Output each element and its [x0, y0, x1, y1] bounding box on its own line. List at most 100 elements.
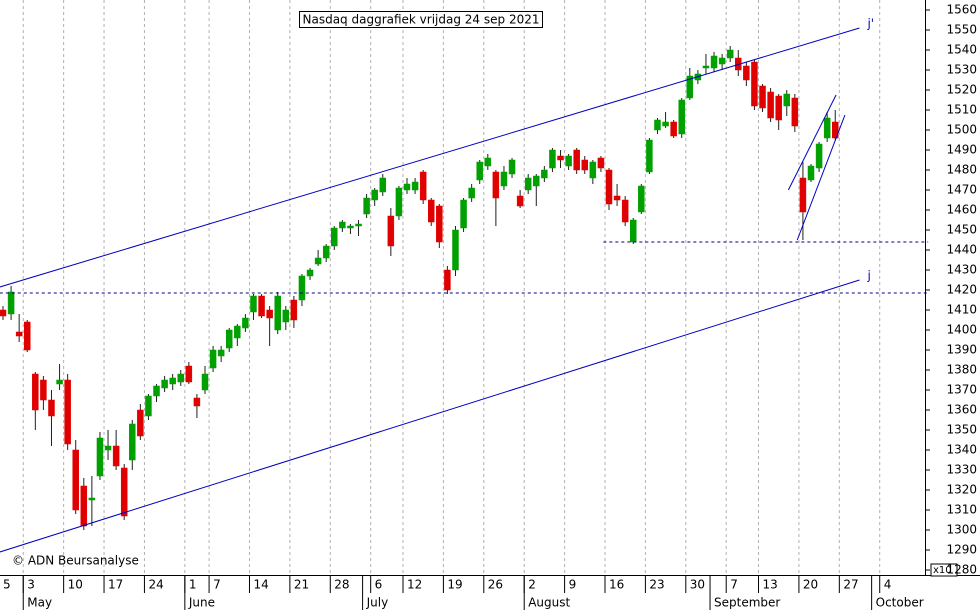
candle-body	[605, 169, 613, 205]
y-tick-label: 1290	[946, 543, 977, 557]
month-label: August	[528, 596, 570, 610]
trend-line-label: j'	[866, 17, 874, 31]
y-tick-label: 1320	[946, 483, 977, 497]
candle-body	[161, 379, 168, 389]
x-tick-label: 2	[528, 578, 536, 592]
candle-body	[217, 349, 225, 357]
candle-body	[702, 65, 710, 69]
candle-body	[40, 379, 47, 401]
candle-body	[7, 291, 15, 315]
candle-body	[638, 185, 645, 213]
x-tick-label: 17	[108, 578, 123, 592]
credit: © ADN Beursanalyse	[12, 554, 139, 568]
y-tick-label: 1370	[946, 383, 977, 397]
candle-body	[250, 295, 257, 313]
y-tick-label: 1530	[946, 63, 977, 77]
x-tick-label: 12	[407, 578, 422, 592]
candle-body	[225, 329, 233, 349]
candle-body	[783, 93, 791, 107]
candle-body	[137, 409, 144, 437]
candle-body	[298, 275, 306, 301]
candle-body	[484, 157, 492, 167]
candle-body	[670, 121, 677, 137]
candle-body	[436, 205, 443, 243]
month-label: October	[876, 596, 924, 610]
candle-body	[613, 195, 621, 201]
candle-body	[533, 175, 540, 187]
candle-body	[56, 379, 63, 385]
x-tick-label: 9	[569, 578, 577, 592]
candle-body	[306, 269, 314, 277]
candle-body	[379, 177, 387, 193]
candle-body	[452, 229, 459, 271]
y-tick-label: 1400	[946, 323, 977, 337]
candle-body	[290, 299, 298, 321]
x-tick-label: 30	[690, 578, 705, 592]
candle-body	[48, 399, 55, 417]
candle-body	[775, 95, 782, 121]
candle-body	[153, 385, 160, 397]
month-label: June	[188, 596, 215, 610]
x-tick-label: 20	[803, 578, 818, 592]
candle-body	[209, 349, 217, 369]
candle-body	[508, 159, 516, 175]
candle-body	[112, 445, 120, 467]
chart-title: Nasdaq daggrafiek vrijdag 24 sep 2021	[303, 13, 540, 27]
y-tick-label: 1460	[946, 203, 977, 217]
candle-body	[678, 99, 685, 135]
candle-body	[573, 149, 580, 171]
candle-body	[419, 171, 427, 201]
candle-body	[395, 187, 403, 217]
candle-body	[32, 373, 39, 411]
y-tick-label: 1410	[946, 303, 977, 317]
candle-body	[185, 365, 193, 383]
candle-body	[282, 309, 290, 323]
candle-body	[629, 219, 637, 243]
candle-body	[339, 221, 346, 229]
candle-body	[80, 485, 88, 527]
trend-line	[796, 114, 846, 241]
x-tick-label: 19	[447, 578, 462, 592]
y-tick-label: 1550	[946, 23, 977, 37]
candle-body	[331, 227, 338, 247]
trend-line	[787, 94, 837, 191]
candle-body	[88, 497, 96, 501]
candle-body	[96, 437, 104, 477]
month-label: July	[366, 596, 389, 610]
candle-body	[654, 119, 661, 131]
y-tick-label: 1520	[946, 83, 977, 97]
candle-body	[193, 397, 201, 407]
y-tick-label: 1490	[946, 143, 977, 157]
y-tick-label: 1380	[946, 363, 977, 377]
x-tick-label: 4	[884, 578, 892, 592]
x-tick-label: 14	[253, 578, 268, 592]
candle-body	[476, 161, 483, 181]
candle-body	[266, 309, 273, 319]
candle-body	[597, 157, 605, 169]
y-tick-label: 1540	[946, 43, 977, 57]
month-label: May	[27, 596, 52, 610]
candle-body	[815, 143, 823, 169]
candle-body	[258, 295, 265, 317]
candle-body	[177, 373, 185, 383]
x-tick-label: 16	[609, 578, 624, 592]
candle-body	[274, 295, 281, 331]
candle-body	[427, 199, 435, 223]
x-tick-label: 3	[27, 578, 35, 592]
candle-body	[831, 121, 839, 139]
candle-body	[387, 215, 395, 247]
candle-body	[72, 449, 79, 511]
axis-note: x10	[933, 565, 952, 576]
candles	[0, 46, 839, 530]
x-tick-label: 7	[730, 578, 738, 592]
candle-body	[468, 187, 475, 199]
y-tick-label: 1430	[946, 263, 977, 277]
candle-body	[234, 325, 241, 339]
x-tick-label: 21	[294, 578, 309, 592]
title-box	[299, 11, 543, 28]
candle-body	[799, 177, 807, 213]
candle-body	[751, 61, 758, 107]
candle-body	[710, 55, 718, 69]
candle-body	[565, 155, 572, 167]
y-tick-label: 1280	[946, 563, 977, 577]
